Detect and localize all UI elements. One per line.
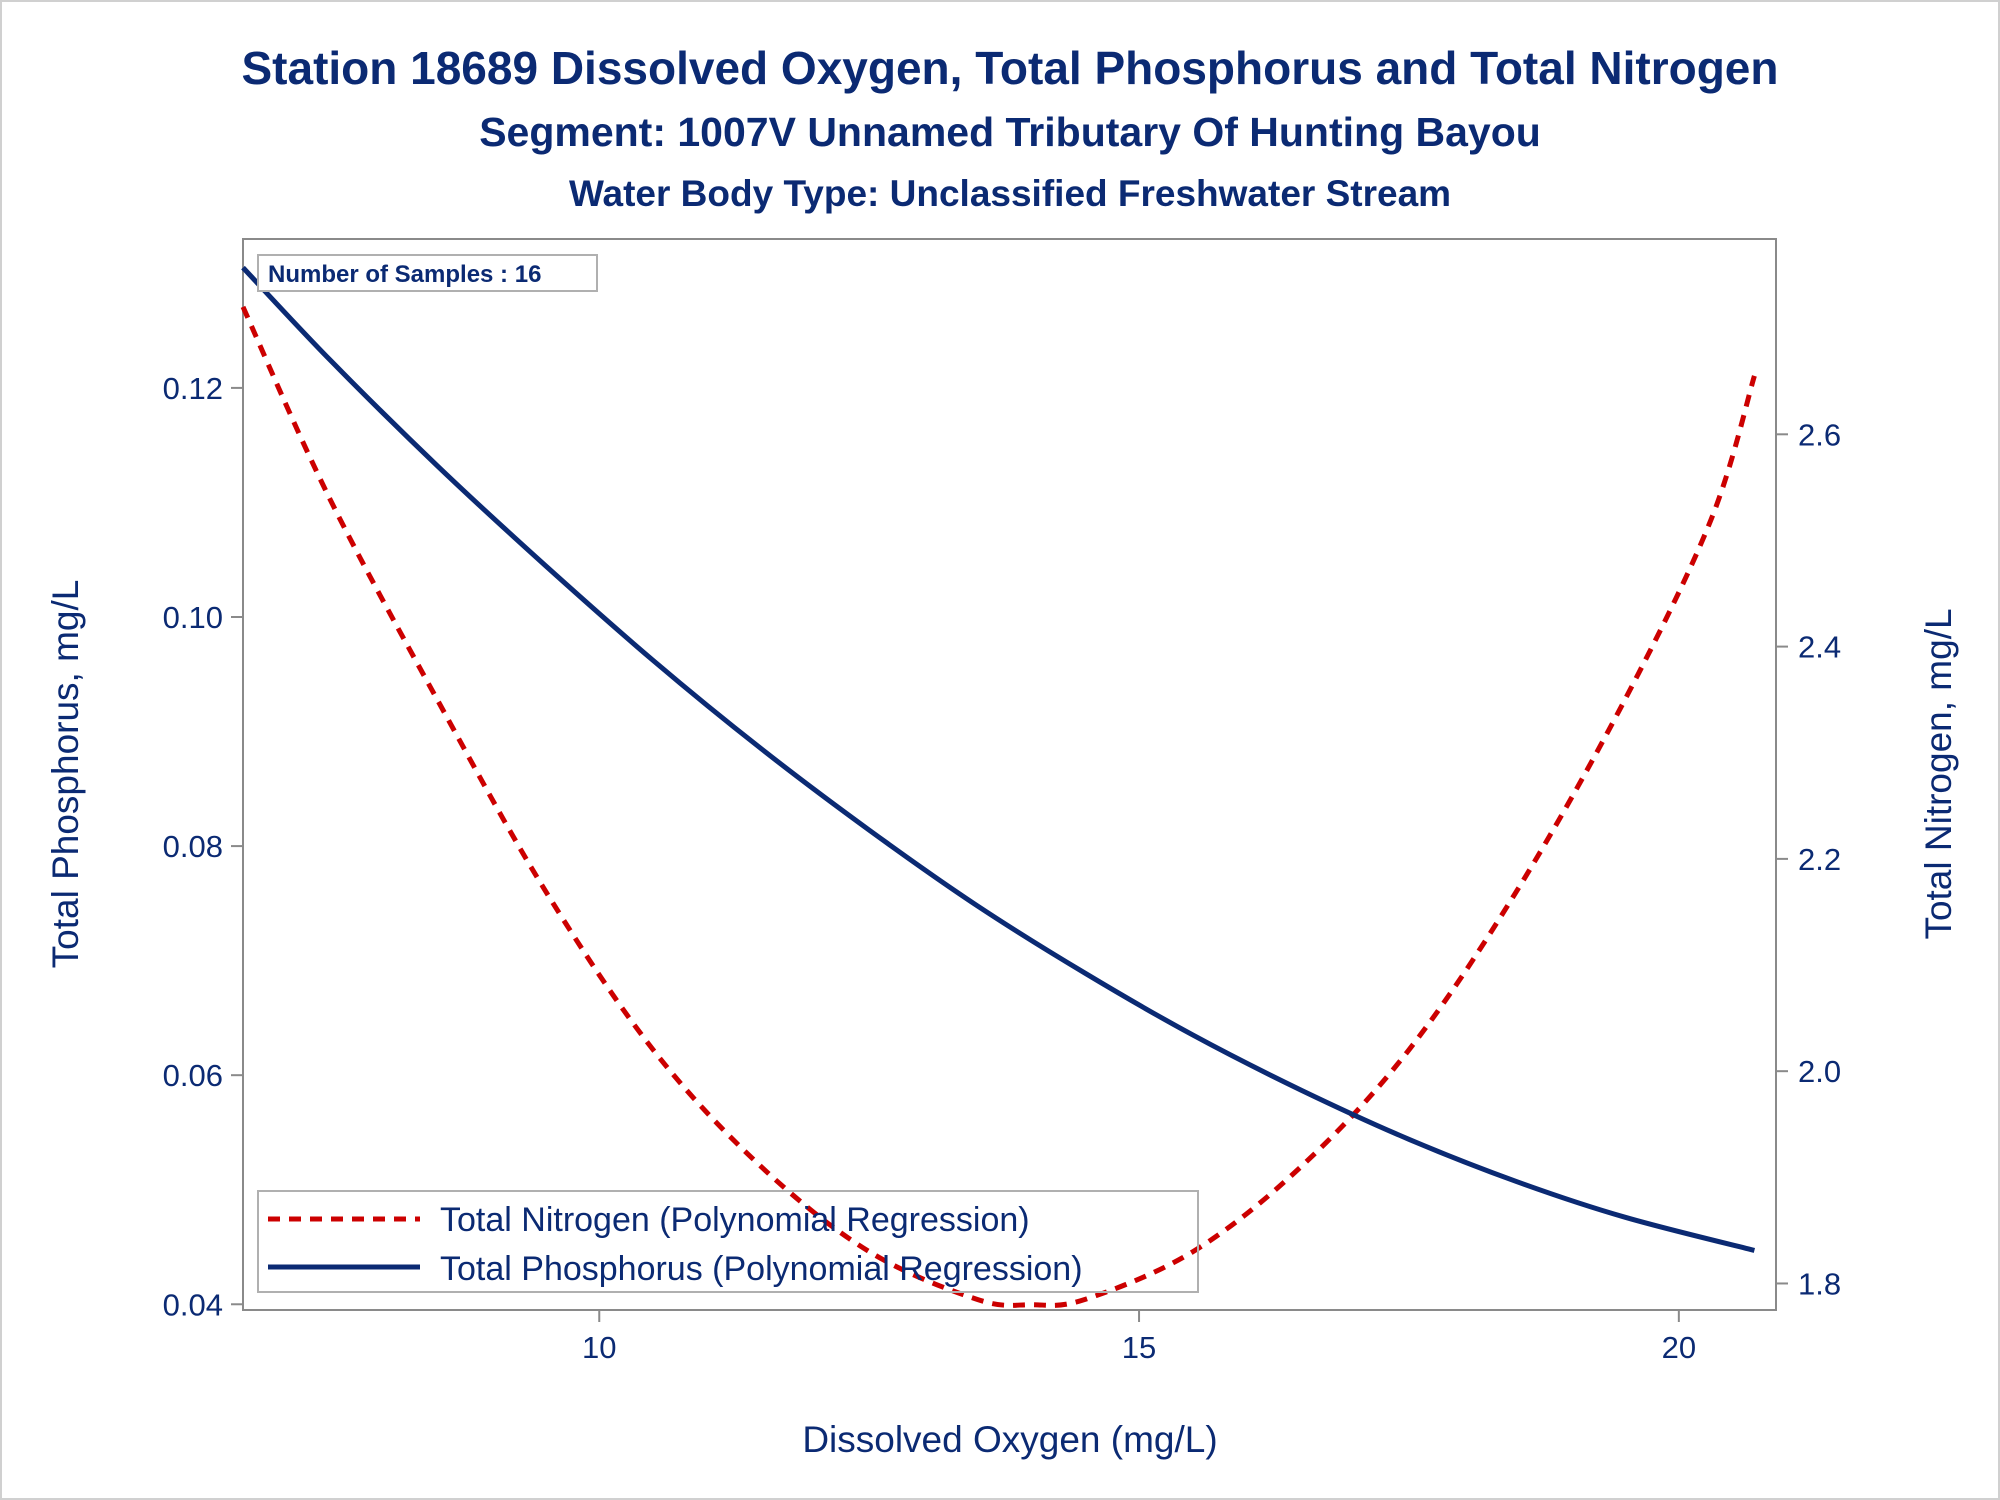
legend-label-nitrogen: Total Nitrogen (Polynomial Regression) <box>440 1201 1030 1239</box>
series-line-total-nitrogen <box>240 305 1757 1308</box>
chart-subtitle: Segment: 1007V Unnamed Tributary Of Hunt… <box>479 109 1541 155</box>
samples-inset-box <box>257 254 598 292</box>
y-tick-label: 0.06 <box>163 1058 223 1093</box>
y-tick-label: 0.08 <box>163 829 223 864</box>
samples-inset-text: Number of Samples : 16 <box>268 261 541 288</box>
series-line-total-phosphorus <box>241 265 1756 1253</box>
ticks-layer: 10 15 20 0.04 0.06 0.08 0.10 0.12 1.8 2.0 2.2 2.4 2.… <box>163 371 1841 1365</box>
legend-box <box>257 1190 1199 1293</box>
y2-tick-label: 2.0 <box>1798 1054 1841 1089</box>
x-tick-label: 20 <box>1662 1330 1696 1365</box>
series-layer <box>240 265 1757 1308</box>
y2-tick-label: 2.6 <box>1798 417 1841 452</box>
y-tick-label: 0.12 <box>163 371 223 406</box>
legend-label-phosphorus: Total Phosphorus (Polynomial Regression) <box>440 1250 1083 1288</box>
chart-subtitle-2: Water Body Type: Unclassified Freshwater… <box>569 173 1451 214</box>
chart-title: Station 18689 Dissolved Oxygen, Total Ph… <box>241 42 1778 94</box>
x-axis-label: Dissolved Oxygen (mg/L) <box>802 1419 1217 1460</box>
samples-inset: Number of Samples : 16 <box>257 254 598 292</box>
y2-tick-label: 2.4 <box>1798 630 1841 665</box>
plot-area <box>242 238 1777 1311</box>
y2-tick-label: 2.2 <box>1798 842 1841 877</box>
y-tick-label: 0.10 <box>163 600 223 635</box>
x-tick-label: 15 <box>1122 1330 1156 1365</box>
y2-tick-label: 1.8 <box>1798 1266 1841 1301</box>
y2-axis-label: Total Nitrogen, mg/L <box>1918 608 1959 939</box>
legend: Total Nitrogen (Polynomial Regression) T… <box>257 1190 1199 1293</box>
y-tick-label: 0.04 <box>163 1287 223 1322</box>
x-tick-label: 10 <box>582 1330 616 1365</box>
y-axis-label: Total Phosphorus, mg/L <box>45 580 86 969</box>
